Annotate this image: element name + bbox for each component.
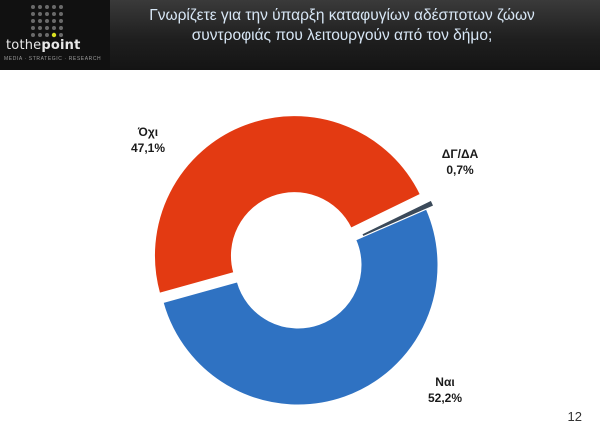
logo-dot-grid-icon <box>31 5 63 38</box>
slice-label-oxi: Όχι <box>137 125 158 139</box>
slice-value-nai: 52,2% <box>428 391 462 405</box>
slice-value-oxi: 47,1% <box>131 141 165 155</box>
slice-value-dg-da: 0,7% <box>446 163 474 177</box>
slice-label-nai: Ναι <box>435 375 454 389</box>
logo-wordmark: tothepoint <box>6 38 81 53</box>
slice-nai <box>162 208 439 406</box>
slice-label-dg-da: ΔΓ/ΔΑ <box>442 147 479 161</box>
page-title: Γνωρίζετε για την ύπαρξη καταφυγίων αδέσ… <box>149 7 535 44</box>
header-bar: tothepoint MEDIA · STRATEGIC · RESEARCH … <box>0 0 600 70</box>
logo-tagline: MEDIA · STRATEGIC · RESEARCH <box>4 56 102 62</box>
page-number: 12 <box>567 409 582 424</box>
logo: tothepoint MEDIA · STRATEGIC · RESEARCH <box>0 0 110 70</box>
donut-chart: Όχι 47,1% ΔΓ/ΔΑ 0,7% Ναι 52,2% <box>131 115 479 406</box>
slice-oxi <box>153 115 421 294</box>
